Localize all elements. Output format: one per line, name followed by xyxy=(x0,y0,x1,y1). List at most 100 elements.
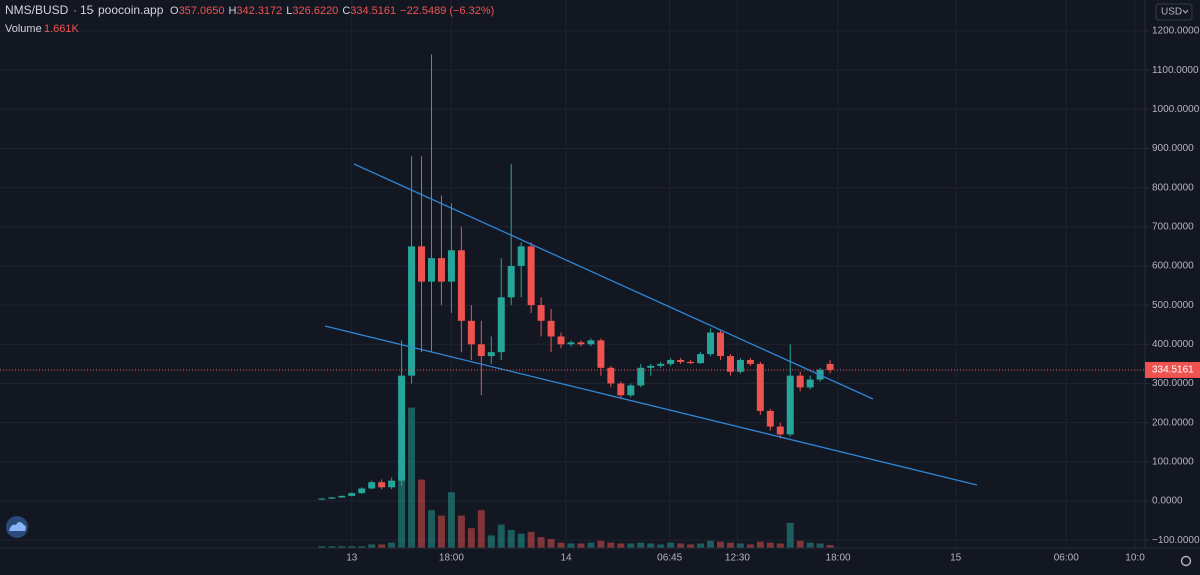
candle-body xyxy=(726,356,734,372)
candle-body xyxy=(577,342,585,345)
candle-body xyxy=(756,363,764,411)
y-tick-label: 900.0000 xyxy=(1152,143,1194,154)
candle-body xyxy=(527,246,535,306)
candle-body xyxy=(657,363,665,366)
volume-bar xyxy=(587,542,595,548)
ohlc-change: −22.5489 (−6.32%) xyxy=(400,5,494,17)
volume-bar xyxy=(477,510,485,548)
volume-bar xyxy=(667,542,675,548)
volume-bar xyxy=(726,542,734,548)
candle-body xyxy=(487,352,495,357)
candle-body xyxy=(687,361,695,364)
y-tick-label: 1200.0000 xyxy=(1152,26,1200,37)
candle-body xyxy=(786,375,794,435)
y-tick-label: 300.0000 xyxy=(1152,378,1194,389)
candle-body xyxy=(647,365,655,368)
x-tick-label: 10:0 xyxy=(1125,553,1145,564)
candle-body xyxy=(537,305,545,321)
trend-line xyxy=(353,163,874,400)
y-tick-label: 500.0000 xyxy=(1152,300,1194,311)
y-tick-label: 200.0000 xyxy=(1152,417,1194,428)
volume-bar xyxy=(428,510,435,548)
volume-bar xyxy=(418,479,426,548)
volume-bar xyxy=(687,544,695,548)
volume-bar xyxy=(607,542,615,548)
candle-body xyxy=(517,246,525,266)
last-price-box xyxy=(1145,361,1200,378)
volume-bar xyxy=(796,540,804,548)
volume-bar xyxy=(388,542,396,548)
ohlc-open: 357.0650 xyxy=(179,5,225,17)
candle-body xyxy=(607,367,615,384)
volume-bar xyxy=(776,543,784,548)
symbol: NMS/BUSD xyxy=(5,3,69,17)
x-tick-label: 06:00 xyxy=(1054,553,1079,564)
volume-bar xyxy=(338,546,346,548)
x-tick-label: 12:30 xyxy=(725,553,750,564)
volume-bar xyxy=(567,543,575,548)
volume-bar xyxy=(697,543,705,548)
candle-body xyxy=(716,332,724,357)
volume-bar xyxy=(447,492,455,548)
y-tick-label: 100.0000 xyxy=(1152,456,1194,467)
candle-body xyxy=(378,482,386,488)
candle-body xyxy=(318,498,326,500)
interval: 15 xyxy=(80,3,94,17)
volume-bar xyxy=(557,542,565,548)
volume-bar xyxy=(497,524,505,548)
candle-body xyxy=(348,493,356,496)
settings-icon[interactable] xyxy=(1180,555,1192,567)
volume-bar xyxy=(766,542,774,548)
currency-button[interactable] xyxy=(1155,3,1193,21)
volume-bar xyxy=(786,522,794,548)
volume-bar xyxy=(637,542,645,548)
volume-bar xyxy=(806,542,814,548)
volume-bar xyxy=(487,535,495,548)
volume-bar xyxy=(707,540,715,548)
candle-body xyxy=(358,488,366,494)
candle-body xyxy=(806,379,814,388)
volume-bar xyxy=(507,530,515,548)
candle-body xyxy=(447,250,455,282)
volume-bar xyxy=(627,543,635,548)
volume-bar xyxy=(647,543,655,548)
candle-body xyxy=(547,320,555,337)
y-tick-label: 0.0000 xyxy=(1152,496,1183,507)
logo-cloud xyxy=(9,522,26,531)
ohlc-open-label: O xyxy=(170,5,179,17)
candle-body xyxy=(766,410,774,427)
x-tick-label: 13 xyxy=(346,553,358,564)
volume-bar xyxy=(657,544,665,548)
ohlc-close: 334.5161 xyxy=(350,5,396,17)
y-tick-label: 400.0000 xyxy=(1152,339,1194,350)
volume-bar xyxy=(467,528,475,548)
candle-body xyxy=(736,359,744,372)
y-tick-label: 600.0000 xyxy=(1152,261,1194,272)
candle-body xyxy=(497,297,505,353)
volume-bar xyxy=(577,543,585,548)
volume-bar xyxy=(527,531,535,548)
candle-body xyxy=(826,363,834,370)
candle-body xyxy=(776,426,784,435)
candle-body xyxy=(597,340,605,368)
candle-body xyxy=(677,359,685,362)
volume-bar xyxy=(358,546,366,548)
candle-body xyxy=(617,383,625,396)
volume-bar xyxy=(816,543,824,548)
x-tick-label: 18:00 xyxy=(826,553,851,564)
currency-label[interactable]: USD xyxy=(1161,7,1182,18)
candle-body xyxy=(746,359,754,364)
volume-bar xyxy=(398,472,406,548)
candle-body xyxy=(557,336,565,345)
last-price-label: 334.5161 xyxy=(1152,365,1194,376)
volume-bar xyxy=(517,533,525,548)
candle-body xyxy=(637,367,645,386)
volume-bar xyxy=(408,407,416,548)
candle-body xyxy=(398,375,406,481)
volume-bar xyxy=(716,541,724,548)
y-tick-label: 800.0000 xyxy=(1152,182,1194,193)
volume-bar xyxy=(597,540,605,548)
candle-body xyxy=(437,258,445,282)
volume-title: Volume xyxy=(5,23,42,35)
candle-body xyxy=(328,497,336,499)
